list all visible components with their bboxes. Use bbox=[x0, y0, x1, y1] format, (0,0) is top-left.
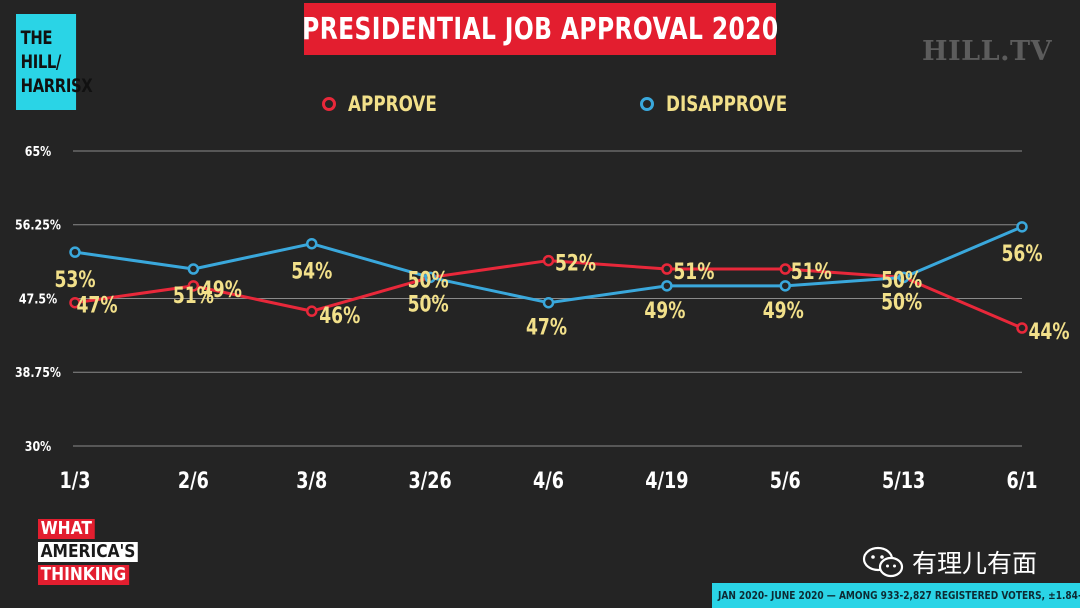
disapprove-data-label: 49% bbox=[644, 298, 685, 324]
disapprove-data-label: 50% bbox=[408, 291, 449, 317]
wac-line-3: THINKING bbox=[38, 565, 129, 585]
approve-point bbox=[187, 280, 200, 292]
chart-title-box: PRESIDENTIAL JOB APPROVAL 2020 bbox=[301, 3, 779, 55]
chart-title: PRESIDENTIAL JOB APPROVAL 2020 bbox=[301, 11, 779, 47]
approve-data-label: 46% bbox=[319, 303, 360, 329]
legend-approve: APPROVE bbox=[322, 92, 459, 116]
disapprove-data-label: 47% bbox=[526, 315, 567, 341]
approve-data-label: 51% bbox=[673, 259, 714, 285]
disapprove-data-label: 53% bbox=[54, 267, 95, 293]
legend-disapprove-label: DISAPPROVE bbox=[666, 92, 788, 116]
logo-line-1: THE HILL/ bbox=[20, 27, 62, 73]
disapprove-data-label: 56% bbox=[1001, 241, 1042, 267]
x-tick-label: 2/6 bbox=[178, 468, 209, 493]
disapprove-point bbox=[187, 263, 200, 275]
disapprove-point bbox=[897, 271, 910, 284]
x-tick-label: 3/26 bbox=[409, 468, 452, 493]
hilltv-watermark: HILL.TV bbox=[922, 36, 1053, 67]
disapprove-point bbox=[1016, 221, 1028, 233]
approve-point bbox=[69, 296, 81, 309]
approve-data-label: 50% bbox=[881, 267, 922, 293]
disapprove-point bbox=[424, 271, 436, 284]
approve-data-label: 44% bbox=[1028, 319, 1069, 345]
y-tick-label: 30% bbox=[25, 439, 51, 454]
wechat-watermark-text: 有理儿有面 bbox=[912, 549, 1038, 578]
x-tick-label: 4/19 bbox=[645, 468, 688, 493]
hill-harrisx-logo: THE HILL/ HARRISX bbox=[16, 14, 93, 110]
disapprove-point bbox=[661, 280, 673, 292]
approve-point bbox=[542, 254, 555, 267]
approve-point bbox=[779, 263, 791, 275]
y-tick-label: 47.5% bbox=[19, 292, 57, 307]
footnote: JAN 2020- JUNE 2020 — AMONG 933-2,827 RE… bbox=[712, 583, 1080, 608]
wac-line-2: AMERICA'S bbox=[38, 542, 139, 562]
approve-point bbox=[306, 305, 318, 317]
y-tick-label: 38.75% bbox=[15, 365, 61, 380]
legend-disapprove: DISAPPROVE bbox=[640, 92, 817, 116]
y-tick-label: 56.25% bbox=[15, 218, 61, 233]
wechat-icon bbox=[862, 546, 904, 578]
disapprove-data-label: 50% bbox=[881, 289, 922, 315]
x-tick-label: 3/8 bbox=[296, 468, 327, 493]
disapprove-data-label: 49% bbox=[763, 298, 804, 324]
x-tick-label: 1/3 bbox=[60, 468, 91, 493]
x-tick-label: 5/13 bbox=[882, 468, 925, 493]
disapprove-point bbox=[542, 296, 555, 309]
approve-data-label: 49% bbox=[201, 277, 242, 303]
approve-data-label: 52% bbox=[555, 250, 596, 276]
approve-data-label: 50% bbox=[408, 267, 449, 293]
legend-approve-marker bbox=[322, 97, 336, 111]
disapprove-point bbox=[306, 237, 318, 250]
y-tick-label: 65% bbox=[25, 144, 51, 159]
disapprove-point bbox=[779, 280, 791, 292]
wechat-watermark: 有理儿有面 bbox=[862, 544, 1037, 580]
x-tick-label: 6/1 bbox=[1007, 468, 1038, 493]
approve-point bbox=[661, 263, 673, 275]
x-tick-label: 5/6 bbox=[770, 468, 801, 493]
disapprove-point bbox=[69, 246, 81, 258]
what-americas-thinking-logo: WHAT AMERICA'S THINKING bbox=[38, 518, 170, 586]
legend-disapprove-marker bbox=[640, 97, 654, 111]
wac-line-1: WHAT bbox=[38, 519, 95, 539]
logo-line-2: HARRISX bbox=[20, 75, 93, 97]
footnote-text: JAN 2020- JUNE 2020 — AMONG 933-2,827 RE… bbox=[718, 589, 1080, 602]
approve-point bbox=[1016, 322, 1028, 334]
disapprove-data-label: 54% bbox=[291, 259, 332, 285]
x-tick-label: 4/6 bbox=[533, 468, 564, 493]
disapprove-data-label: 51% bbox=[173, 283, 214, 309]
approve-data-label: 51% bbox=[791, 259, 832, 285]
legend-approve-label: APPROVE bbox=[348, 92, 437, 116]
approve-data-label: 47% bbox=[76, 293, 117, 319]
